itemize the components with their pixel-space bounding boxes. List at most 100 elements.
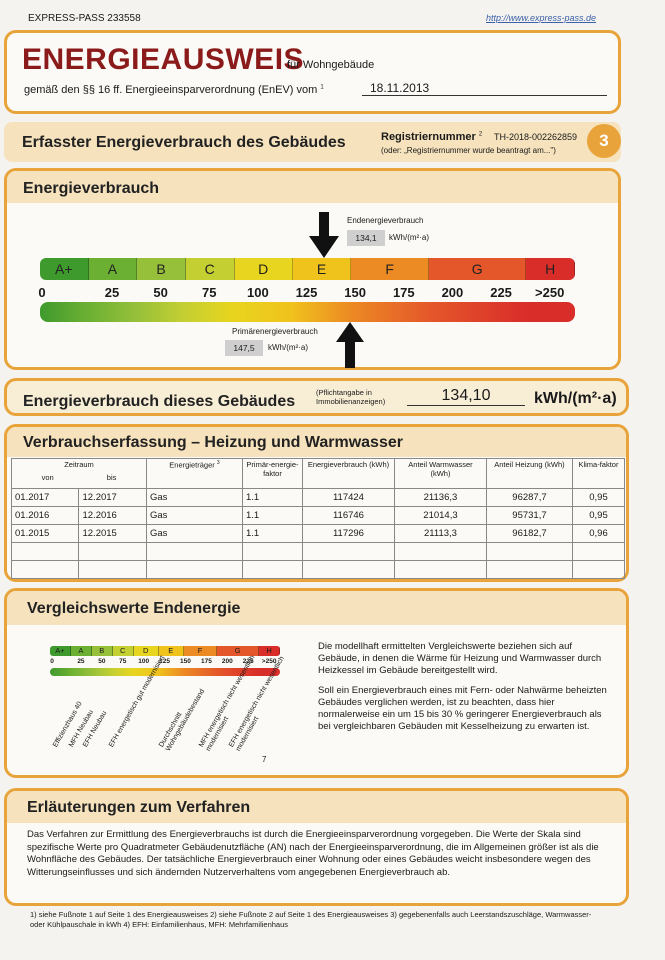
end-energy-arrow-icon	[309, 212, 340, 258]
cell-klima: 0,95	[571, 488, 626, 507]
consumption-table: Zeitraum von bis Energieträger 3 Primär-…	[10, 458, 626, 579]
registration-label: Registriernummer 2	[381, 131, 483, 143]
scale-tick: 100	[247, 285, 269, 300]
energy-class-b: B	[137, 258, 186, 280]
cell-heizung: 96182,7	[485, 524, 573, 543]
comparison-heading: Vergleichswerte Endenergie	[27, 600, 241, 617]
scale-tick: 25	[77, 658, 85, 665]
energy-class-h: H	[259, 646, 280, 656]
col-energieverbrauch: Energieverbrauch (kWh)	[301, 458, 395, 489]
scale-tick: >250	[535, 285, 565, 300]
scale-tick: 125	[295, 285, 318, 300]
section-bar: Erfasster Energieverbrauch des Gebäudes …	[4, 122, 621, 162]
section-title: Erfasster Energieverbrauch des Gebäudes	[22, 134, 346, 151]
page-title: ENERGIEAUSWEIS	[22, 43, 305, 76]
energy-class-f: F	[183, 646, 218, 656]
cell-faktor: 1.1	[241, 506, 303, 525]
energy-scale-gradient	[40, 302, 575, 322]
cell-heizung: 96287,7	[485, 488, 573, 507]
scale-tick: 75	[202, 285, 217, 300]
table-row: 01.2015 12.2015 Gas 1.1 117296 21113,3 96182,7…	[10, 524, 626, 543]
explanation-header	[7, 791, 626, 823]
energy-class-e: E	[292, 258, 352, 280]
building-consumption-label: Energieverbrauch dieses Gebäudes	[23, 393, 296, 410]
col-heizung: Anteil Heizung (kWh)	[485, 458, 573, 489]
cell-heizung: 95731,7	[485, 506, 573, 525]
issue-date: 18.11.2013	[362, 81, 607, 96]
cell-traeger: Gas	[145, 506, 243, 525]
table-row-empty	[10, 560, 626, 579]
comparison-scale-ticks: 0 25 50 75 100 125 150 175 200 225 >250	[50, 658, 280, 668]
cell-traeger: Gas	[145, 524, 243, 543]
scale-tick: 150	[180, 658, 191, 665]
energy-class-aplus: A+	[50, 646, 71, 656]
cell-bis: 12.2016	[78, 506, 147, 525]
explanation-frame: Erläuterungen zum Verfahren Das Verfahre…	[4, 788, 629, 906]
scale-tick: 50	[98, 658, 106, 665]
cell-ww: 21113,3	[393, 524, 487, 543]
end-energy-unit: kWh/(m²·a)	[389, 233, 429, 242]
scale-tick: >250	[261, 658, 277, 665]
energy-class-e: E	[158, 646, 184, 656]
energy-class-d: D	[133, 646, 159, 656]
energy-class-g: G	[217, 646, 260, 656]
col-warmwasser: Anteil Warmwasser (kWh)	[393, 458, 487, 489]
document-id: EXPRESS-PASS 233558	[28, 13, 141, 24]
energy-scale-ticks: 0 25 50 75 100 125 150 175 200 225 >250	[38, 285, 575, 301]
registration-note: (oder: „Registriernummer wurde beantragt…	[381, 146, 556, 155]
col-primaerfaktor: Primär-energie-faktor	[241, 458, 303, 489]
cell-verbrauch: 117296	[301, 524, 395, 543]
table-row: 01.2016 12.2016 Gas 1.1 116746 21014,3 95731,7…	[10, 506, 626, 525]
cell-ww: 21136,3	[393, 488, 487, 507]
cell-faktor: 1.1	[241, 524, 303, 543]
energy-class-scale: A+ A B C D E F G H	[40, 258, 575, 280]
col-von: von	[41, 473, 54, 482]
comparison-footnote-num: 7	[262, 755, 267, 764]
scale-tick: 225	[490, 285, 512, 300]
energy-class-c: C	[112, 646, 134, 656]
cell-von: 01.2016	[10, 506, 80, 525]
col-zeitraum: Zeitraum	[64, 460, 94, 469]
energy-class-d: D	[234, 258, 293, 280]
cell-von: 01.2017	[10, 488, 80, 507]
explanation-text: Das Verfahren zur Ermittlung des Energie…	[27, 829, 599, 878]
scale-tick: 225	[242, 658, 254, 665]
scale-tick: 150	[344, 285, 367, 300]
energy-class-g: G	[429, 258, 527, 280]
comparison-text-2: Soll ein Energieverbrauch eines mit Fern…	[318, 685, 607, 732]
comparison-scale-gradient	[50, 668, 280, 676]
primary-energy-value: 147,5	[225, 340, 263, 356]
cell-verbrauch: 116746	[301, 506, 395, 525]
page-title-suffix: für Wohngebäude	[287, 59, 375, 71]
primary-energy-unit: kWh/(m²·a)	[268, 343, 308, 352]
cell-von: 01.2015	[10, 524, 80, 543]
col-bis: bis	[106, 473, 117, 482]
consumption-record-heading: Verbrauchserfassung – Heizung und Warmwa…	[23, 434, 403, 451]
scale-tick: 175	[200, 658, 212, 665]
page-subtitle: gemäß den §§ 16 ff. Energieeinsparverord…	[24, 84, 324, 96]
scale-tick: 200	[441, 285, 464, 300]
scale-tick: 50	[153, 285, 168, 300]
comparison-labels: Effizienzhaus 40 MFH Neubau EFH Neubau EFH …	[0, 0, 286, 752]
building-consumption-frame: Energieverbrauch dieses Gebäudes (Pflich…	[4, 378, 629, 416]
website-link[interactable]: http://www.express-pass.de	[486, 13, 597, 23]
end-energy-value: 134,1	[347, 230, 385, 246]
explanation-heading: Erläuterungen zum Verfahren	[27, 799, 251, 816]
scale-tick: 0	[50, 658, 54, 665]
scale-tick: 200	[221, 658, 233, 665]
building-consumption-value: 134,10	[407, 387, 525, 406]
energy-scale-heading: Energieverbrauch	[23, 180, 160, 197]
footnotes: 1) siehe Fußnote 1 auf Seite 1 des Energ…	[30, 910, 592, 929]
energy-scale-header	[7, 171, 618, 203]
building-consumption-note: (Pflichtangabe in Immobilienanzeigen)	[316, 388, 386, 406]
cell-faktor: 1.1	[241, 488, 303, 507]
col-energietraeger: Energieträger	[169, 460, 215, 470]
cell-bis: 12.2017	[78, 488, 147, 507]
title-frame: ENERGIEAUSWEIS für Wohngebäude gemäß den…	[4, 30, 621, 114]
building-consumption-unit: kWh/(m²·a)	[534, 390, 617, 407]
page-number-badge: 3	[587, 124, 621, 158]
cell-ww: 21014,3	[393, 506, 487, 525]
consumption-record-header	[7, 427, 626, 457]
table-row-empty	[10, 542, 626, 561]
energy-class-aplus: A+	[40, 258, 89, 280]
